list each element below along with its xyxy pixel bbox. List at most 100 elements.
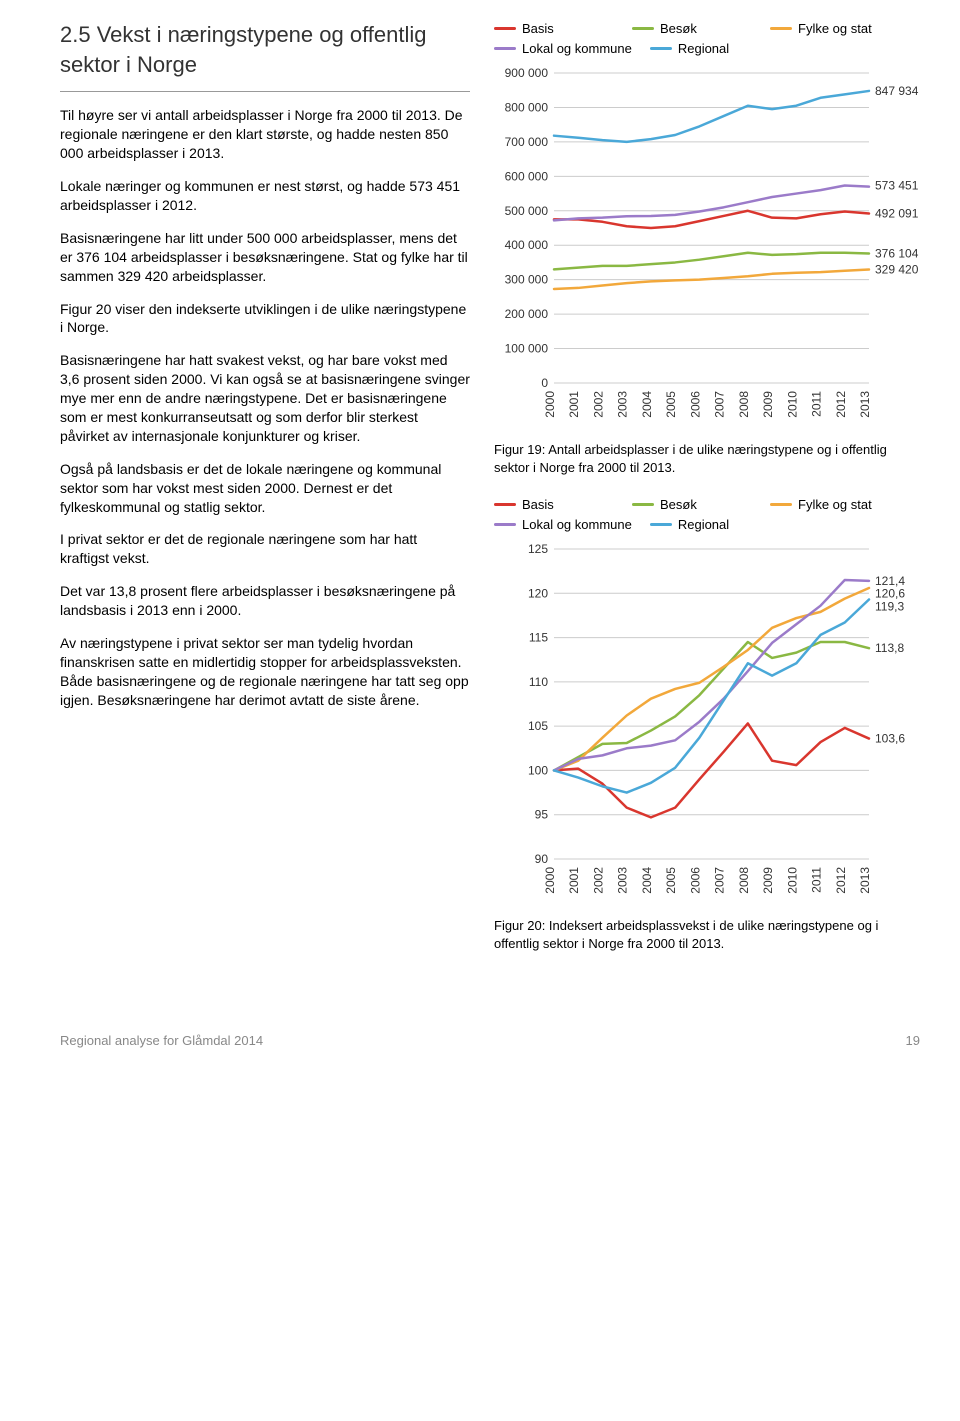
svg-text:2011: 2011 xyxy=(810,391,824,417)
svg-text:2004: 2004 xyxy=(640,867,654,894)
svg-text:700 000: 700 000 xyxy=(505,135,549,149)
svg-text:200 000: 200 000 xyxy=(505,307,549,321)
svg-text:2012: 2012 xyxy=(834,867,848,894)
legend-swatch xyxy=(632,27,654,30)
legend-item: Basis xyxy=(494,20,614,38)
left-column: 2.5 Vekst i næringstypene og offentlig s… xyxy=(60,20,470,972)
legend-swatch xyxy=(494,27,516,30)
svg-text:300 000: 300 000 xyxy=(505,273,549,287)
legend-item: Besøk xyxy=(632,20,752,38)
svg-text:329 420: 329 420 xyxy=(875,263,919,277)
svg-text:2011: 2011 xyxy=(810,867,824,893)
svg-text:105: 105 xyxy=(528,719,548,733)
svg-text:2013: 2013 xyxy=(858,391,872,418)
svg-text:100 000: 100 000 xyxy=(505,342,549,356)
legend-label: Fylke og stat xyxy=(798,496,872,514)
body-paragraph: Også på landsbasis er det de lokale næri… xyxy=(60,460,470,517)
body-paragraph: Lokale næringer og kommunen er nest stør… xyxy=(60,177,470,215)
right-column: Basis Besøk Fylke og stat Lokal og kommune R… xyxy=(494,20,924,972)
svg-text:90: 90 xyxy=(535,852,549,866)
svg-text:2009: 2009 xyxy=(761,867,775,894)
legend-swatch xyxy=(770,503,792,506)
body-paragraph: Det var 13,8 prosent flere arbeidsplasse… xyxy=(60,582,470,620)
svg-text:0: 0 xyxy=(541,376,548,390)
chart2-legend: Basis Besøk Fylke og stat Lokal og kommune R… xyxy=(494,496,924,535)
body-paragraph: Av næringstypene i privat sektor ser man… xyxy=(60,634,470,710)
svg-text:110: 110 xyxy=(529,675,548,689)
chart-absolute-jobs: 0 100 000 200 000 300 000 400 000 500 000 600 … xyxy=(494,63,924,433)
svg-text:95: 95 xyxy=(535,808,549,822)
legend-item: Fylke og stat xyxy=(770,20,890,38)
legend-swatch xyxy=(632,503,654,506)
svg-text:100: 100 xyxy=(528,764,548,778)
chart1-legend: Basis Besøk Fylke og stat Lokal og kommune R… xyxy=(494,20,924,59)
chart-indexed-growth: 9095100105110115120125200020012002200320… xyxy=(494,539,924,909)
footer-pagenum: 19 xyxy=(906,1032,920,1050)
svg-text:2008: 2008 xyxy=(737,391,751,418)
svg-text:2010: 2010 xyxy=(785,391,799,418)
svg-text:2005: 2005 xyxy=(664,867,678,894)
legend-item: Basis xyxy=(494,496,614,514)
legend-label: Regional xyxy=(678,40,729,58)
body-paragraph: Basisnæringene har hatt svakest vekst, o… xyxy=(60,351,470,445)
svg-text:119,3: 119,3 xyxy=(875,600,904,614)
legend-label: Regional xyxy=(678,516,729,534)
svg-text:2000: 2000 xyxy=(543,867,557,894)
svg-text:847 934: 847 934 xyxy=(875,84,919,98)
svg-text:2013: 2013 xyxy=(858,867,872,894)
legend-item: Besøk xyxy=(632,496,752,514)
svg-text:120: 120 xyxy=(528,587,548,601)
svg-text:2002: 2002 xyxy=(591,867,605,894)
legend-label: Basis xyxy=(522,20,554,38)
body-paragraph: I privat sektor er det de regionale næri… xyxy=(60,530,470,568)
svg-text:2005: 2005 xyxy=(664,391,678,418)
svg-text:2006: 2006 xyxy=(688,867,702,894)
svg-text:2001: 2001 xyxy=(567,391,581,418)
svg-text:113,8: 113,8 xyxy=(875,641,904,655)
svg-text:115: 115 xyxy=(529,631,548,645)
section-heading: 2.5 Vekst i næringstypene og offentlig s… xyxy=(60,20,470,79)
svg-text:2000: 2000 xyxy=(543,391,557,418)
svg-text:2003: 2003 xyxy=(616,867,630,894)
legend-label: Fylke og stat xyxy=(798,20,872,38)
svg-text:2010: 2010 xyxy=(785,867,799,894)
legend-swatch xyxy=(494,523,516,526)
svg-text:103,6: 103,6 xyxy=(875,732,905,746)
legend-item: Regional xyxy=(650,516,770,534)
legend-item: Regional xyxy=(650,40,770,58)
svg-text:2007: 2007 xyxy=(713,391,727,418)
svg-text:2003: 2003 xyxy=(616,391,630,418)
footer-left: Regional analyse for Glåmdal 2014 xyxy=(60,1032,263,1050)
chart2-caption: Figur 20: Indeksert arbeidsplassvekst i … xyxy=(494,917,924,952)
legend-label: Lokal og kommune xyxy=(522,516,632,534)
svg-text:900 000: 900 000 xyxy=(505,66,549,80)
legend-label: Besøk xyxy=(660,496,697,514)
legend-swatch xyxy=(650,47,672,50)
svg-text:600 000: 600 000 xyxy=(505,169,549,183)
legend-swatch xyxy=(494,503,516,506)
svg-text:400 000: 400 000 xyxy=(505,238,549,252)
legend-item: Lokal og kommune xyxy=(494,40,632,58)
legend-swatch xyxy=(770,27,792,30)
body-text: Til høyre ser vi antall arbeidsplasser i… xyxy=(60,106,470,709)
page-footer: Regional analyse for Glåmdal 2014 19 xyxy=(60,1032,920,1050)
body-paragraph: Basisnæringene har litt under 500 000 ar… xyxy=(60,229,470,286)
svg-text:2009: 2009 xyxy=(761,391,775,418)
svg-text:500 000: 500 000 xyxy=(505,204,549,218)
svg-text:2002: 2002 xyxy=(591,391,605,418)
svg-text:2008: 2008 xyxy=(737,867,751,894)
legend-item: Lokal og kommune xyxy=(494,516,632,534)
svg-text:573 451: 573 451 xyxy=(875,179,919,193)
body-paragraph: Figur 20 viser den indekserte utviklinge… xyxy=(60,300,470,338)
body-paragraph: Til høyre ser vi antall arbeidsplasser i… xyxy=(60,106,470,163)
legend-item: Fylke og stat xyxy=(770,496,890,514)
legend-label: Besøk xyxy=(660,20,697,38)
legend-swatch xyxy=(494,47,516,50)
svg-text:2006: 2006 xyxy=(688,391,702,418)
legend-label: Lokal og kommune xyxy=(522,40,632,58)
svg-text:120,6: 120,6 xyxy=(875,587,905,601)
svg-text:376 104: 376 104 xyxy=(875,247,919,261)
svg-text:492 091: 492 091 xyxy=(875,207,919,221)
chart1-caption: Figur 19: Antall arbeidsplasser i de uli… xyxy=(494,441,924,476)
legend-label: Basis xyxy=(522,496,554,514)
